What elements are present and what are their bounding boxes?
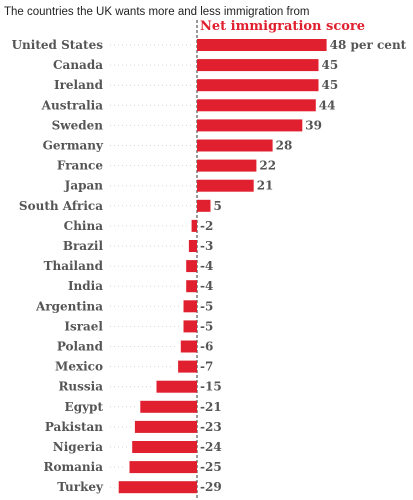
category-label-germany: Germany (43, 139, 104, 153)
value-label-mexico: -7 (200, 360, 213, 374)
value-label-germany: 28 (276, 139, 293, 153)
bar-sweden (197, 119, 303, 132)
value-label-india: -4 (200, 279, 213, 293)
category-label-russia: Russia (58, 380, 103, 394)
value-label-argentina: -5 (200, 299, 213, 313)
bar-germany (197, 139, 273, 152)
category-label-india: India (68, 279, 103, 293)
value-label-australia: 44 (319, 98, 336, 112)
bar-brazil (188, 240, 197, 252)
value-label-turkey: -29 (200, 480, 222, 494)
category-label-south-africa: South Africa (19, 199, 103, 213)
bar-egypt (140, 400, 197, 413)
bar-australia (197, 99, 316, 112)
bar-israel (183, 320, 197, 333)
value-label-egypt: -21 (200, 400, 222, 414)
category-label-nigeria: Nigeria (53, 440, 103, 454)
category-label-israel: Israel (64, 319, 103, 333)
bar-canada (197, 59, 319, 72)
bar-ireland (197, 79, 319, 92)
category-label-romania: Romania (43, 460, 103, 474)
bar-thailand (186, 260, 197, 273)
bar-turkey (118, 481, 197, 494)
category-label-thailand: Thailand (44, 259, 104, 273)
category-label-brazil: Brazil (63, 239, 104, 253)
category-label-sweden: Sweden (52, 118, 104, 132)
value-label-france: 22 (259, 159, 276, 173)
category-label-poland: Poland (57, 340, 104, 354)
value-label-nigeria: -24 (200, 440, 222, 454)
category-label-mexico: Mexico (55, 360, 103, 374)
category-label-france: France (57, 159, 103, 173)
bar-nigeria (132, 441, 197, 453)
bars-group: United States 48 per cent Canada 45 Ireland 4… (12, 38, 407, 494)
category-label-china: China (64, 219, 104, 233)
category-label-argentina: Argentina (35, 299, 103, 313)
value-label-south-africa: 5 (214, 199, 222, 213)
bar-russia (156, 380, 197, 393)
chart-title: The countries the UK wants more and less… (4, 6, 310, 18)
bar-mexico (178, 360, 197, 373)
bar-argentina (183, 300, 197, 313)
value-label-thailand: -4 (200, 259, 213, 273)
value-label-china: -2 (200, 219, 213, 233)
value-label-united-states: 48 per cent (330, 38, 407, 52)
bar-pakistan (134, 420, 197, 433)
value-label-pakistan: -23 (200, 420, 222, 434)
bar-japan (197, 179, 254, 192)
bar-china (191, 219, 197, 232)
value-label-israel: -5 (200, 319, 213, 333)
value-label-brazil: -3 (200, 239, 213, 253)
category-label-turkey: Turkey (57, 480, 104, 494)
value-label-canada: 45 (322, 58, 339, 72)
category-label-egypt: Egypt (65, 400, 104, 414)
category-label-canada: Canada (53, 58, 103, 72)
bar-india (186, 280, 197, 293)
category-label-australia: Australia (41, 98, 104, 112)
category-label-united-states: United States (12, 38, 104, 52)
category-label-pakistan: Pakistan (45, 420, 103, 434)
category-label-japan: Japan (64, 179, 104, 193)
bar-romania (129, 461, 197, 474)
bar-south-africa (197, 199, 211, 212)
value-label-sweden: 39 (305, 118, 322, 132)
value-label-poland: -6 (200, 340, 213, 354)
value-label-russia: -15 (200, 380, 222, 394)
category-label-ireland: Ireland (54, 78, 104, 92)
bar-poland (180, 340, 197, 353)
bar-united-states (197, 39, 327, 51)
series-title: Net immigration score (200, 19, 365, 34)
value-label-japan: 21 (257, 179, 274, 193)
value-label-ireland: 45 (322, 78, 339, 92)
value-label-romania: -25 (200, 460, 222, 474)
bar-france (197, 159, 257, 172)
